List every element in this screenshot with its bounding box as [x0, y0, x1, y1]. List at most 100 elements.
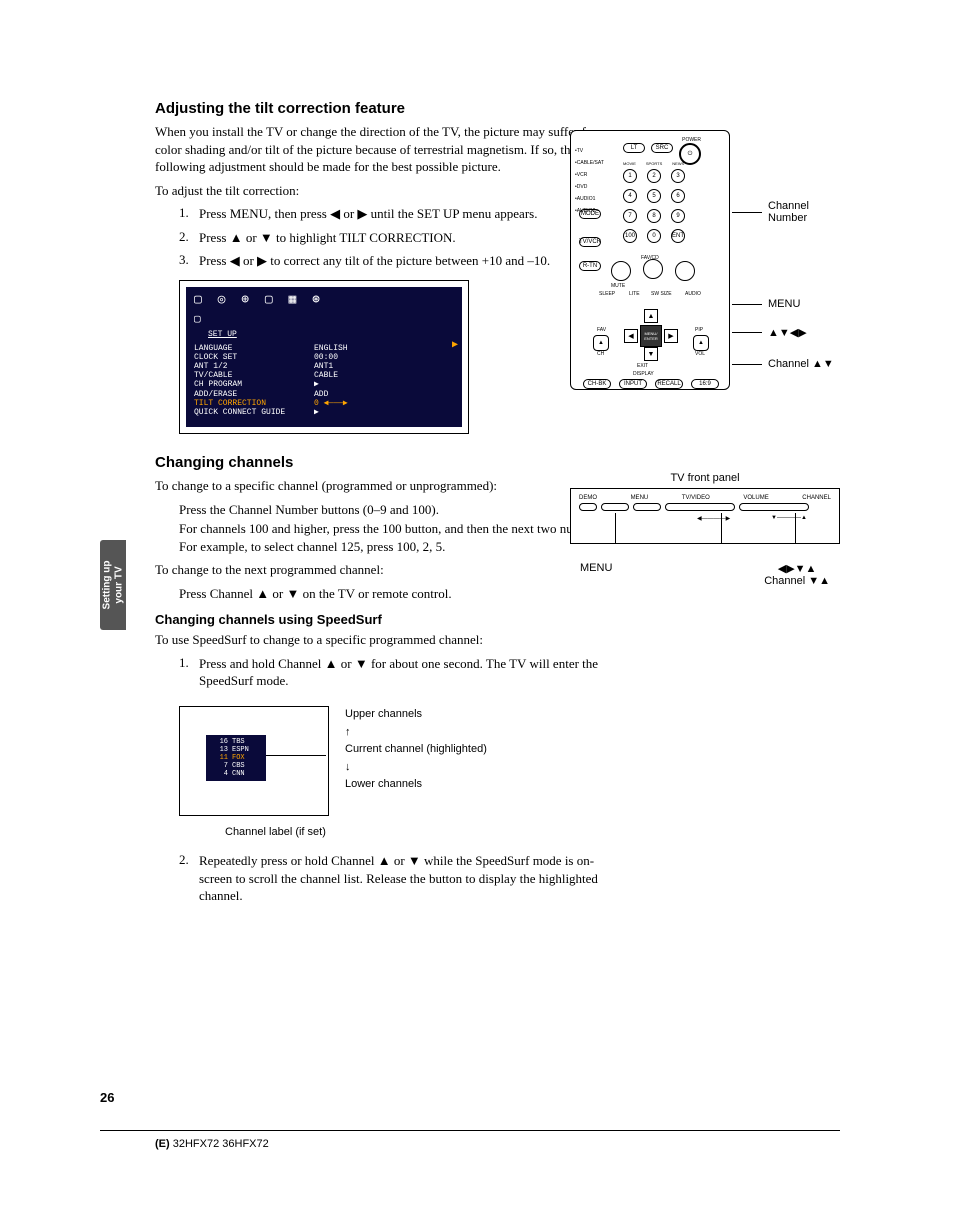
- tvp-arrows-label: ◀▶▼▲: [778, 563, 817, 575]
- ch-p1: To change to a specific channel (program…: [155, 477, 615, 495]
- volume-rocker: [665, 503, 735, 511]
- dpad-up: ▲: [644, 309, 658, 323]
- tvvideo-button: [633, 503, 661, 511]
- ss-step1: Press and hold Channel ▲ or ▼ for about …: [199, 655, 615, 690]
- step-num: 3.: [179, 252, 199, 270]
- step-num: 2.: [179, 852, 199, 905]
- tilt-step2: Press ▲ or ▼ to highlight TILT CORRECTIO…: [199, 229, 615, 247]
- mode-indicator: •CABLE/SAT: [575, 157, 604, 169]
- ss-current: Current channel (highlighted): [345, 741, 487, 759]
- mute-button: [611, 261, 631, 281]
- chapter-tab-line2: your TV: [113, 566, 124, 603]
- step-num: 1.: [179, 655, 199, 690]
- tvp-label: MENU: [631, 495, 649, 501]
- tvp-label: TV/VIDEO: [682, 495, 710, 501]
- mode-indicator: •TV: [575, 145, 604, 157]
- tilt-intro: When you install the TV or change the di…: [155, 123, 615, 176]
- osd-setup-menu: ▢ ◎ ⊕ ▢ ▦ ⊛ ▢ SET UP LANGUAGEENGLISHCLOC…: [179, 280, 469, 434]
- number-button-8: 8: [647, 209, 661, 223]
- osd-row: CH PROGRAM▶: [194, 380, 454, 389]
- menu-enter-button: MENU/ ENTER: [640, 325, 662, 347]
- bottom-button: 16:9: [691, 379, 719, 389]
- step-num: 1.: [179, 205, 199, 223]
- ss-down-arrow: ↓: [345, 759, 487, 777]
- dpad-left: ◀: [624, 329, 638, 343]
- ch-p2b: For channels 100 and higher, press the 1…: [179, 520, 615, 555]
- footer-rule: [100, 1130, 840, 1131]
- osd-row: TILT CORRECTION0 ◀———▶: [194, 399, 454, 408]
- osd-scroll-arrow: ▶: [452, 340, 458, 352]
- speedsurf-row: 16TBS: [210, 738, 262, 746]
- vol-rocker: ▲: [693, 335, 709, 351]
- step-num: 2.: [179, 229, 199, 247]
- tv-panel-title: TV front panel: [570, 472, 840, 484]
- mode-indicator: •VCR: [575, 169, 604, 181]
- tvvcr-button: TV/VCR: [579, 237, 601, 247]
- osd-row: QUICK CONNECT GUIDE▶: [194, 408, 454, 417]
- mode-indicator: •AUDIO1: [575, 193, 604, 205]
- number-button-5: 5: [647, 189, 661, 203]
- ss-p1: To use SpeedSurf to change to a specific…: [155, 631, 615, 649]
- osd-row: ADD/ERASEADD: [194, 390, 454, 399]
- ss-up-arrow: ↑: [345, 724, 487, 742]
- osd-icon-row: ▢ ◎ ⊕ ▢ ▦ ⊛: [194, 293, 454, 308]
- speedsurf-row: 4CNN: [210, 770, 262, 778]
- ch-p2a: Press the Channel Number buttons (0–9 an…: [179, 501, 615, 519]
- number-button-7: 7: [623, 209, 637, 223]
- footer-text: (E) 32HFX72 36HFX72: [155, 1138, 269, 1150]
- channel-rocker: [739, 503, 809, 511]
- speedsurf-row: 11FOX: [210, 754, 262, 762]
- number-button-1: 1: [623, 169, 637, 183]
- callout-channel-updown: Channel ▲▼: [768, 358, 834, 370]
- ss-lower: Lower channels: [345, 776, 487, 794]
- ch-p4: Press Channel ▲ or ▼ on the TV or remote…: [179, 585, 615, 603]
- page-number: 26: [100, 1090, 114, 1105]
- dpad: ▲ ▼ ◀ ▶ MENU/ ENTER: [626, 311, 676, 361]
- number-button-3: 3: [671, 169, 685, 183]
- speedsurf-diagram: 16TBS13ESPN11FOX7CBS4CNN Upper channels …: [179, 706, 615, 816]
- chapter-tab: Setting up your TV: [100, 540, 126, 630]
- speedsurf-row: 7CBS: [210, 762, 262, 770]
- tvp-label: DEMO: [579, 495, 597, 501]
- ch-p3: To change to the next programmed channel…: [155, 561, 615, 579]
- subheading-speedsurf: Changing channels using SpeedSurf: [155, 612, 615, 627]
- osd-row: TV/CABLECABLE: [194, 371, 454, 380]
- demo-button: [579, 503, 597, 511]
- number-button-0: 0: [647, 229, 661, 243]
- number-button-2: 2: [647, 169, 661, 183]
- osd-title: SET UP: [208, 330, 454, 339]
- dpad-right: ▶: [664, 329, 678, 343]
- osd-row: ANT 1/2ANT1: [194, 362, 454, 371]
- ss-step2: Repeatedly press or hold Channel ▲ or ▼ …: [199, 852, 615, 905]
- ring-button: [675, 261, 695, 281]
- osd-row: LANGUAGEENGLISH: [194, 344, 454, 353]
- number-button-100: 100: [623, 229, 637, 243]
- ch-rocker: ▲: [593, 335, 609, 351]
- number-button-4: 4: [623, 189, 637, 203]
- bottom-button: CH-BK: [583, 379, 611, 389]
- src-button: SRC: [651, 143, 673, 153]
- bottom-button: RECALL: [655, 379, 683, 389]
- heading-tilt: Adjusting the tilt correction feature: [155, 100, 615, 117]
- tilt-lead: To adjust the tilt correction:: [155, 182, 615, 200]
- tvp-label: VOLUME: [743, 495, 768, 501]
- callout-channel-number: Channel Number: [768, 200, 809, 224]
- callout-menu: MENU: [768, 298, 800, 310]
- remote-diagram: •TV•CABLE/SAT•VCR•DVD•AUDIO1•AUDIO2 POWE…: [570, 130, 730, 390]
- light-button: LT: [623, 143, 645, 153]
- tilt-step1: Press MENU, then press ◀ or ▶ until the …: [199, 205, 615, 223]
- callout-arrows: ▲▼◀▶: [768, 326, 807, 339]
- number-button-ENT: ENT: [671, 229, 685, 243]
- dpad-down: ▼: [644, 347, 658, 361]
- tv-front-panel-diagram: TV front panel DEMOMENUTV/VIDEOVOLUMECHA…: [570, 472, 840, 587]
- osd-row: CLOCK SET00:00: [194, 353, 454, 362]
- speedsurf-row: 13ESPN: [210, 746, 262, 754]
- mode-button: MODE: [579, 209, 601, 219]
- tvp-menu-label: MENU: [580, 562, 612, 587]
- mode-indicator: •DVD: [575, 181, 604, 193]
- menu-button: [601, 503, 629, 511]
- ss-caption: Channel label (if set): [225, 826, 615, 838]
- heading-channels: Changing channels: [155, 454, 615, 471]
- chapter-tab-line1: Setting up: [101, 561, 112, 610]
- bottom-button: INPUT: [619, 379, 647, 389]
